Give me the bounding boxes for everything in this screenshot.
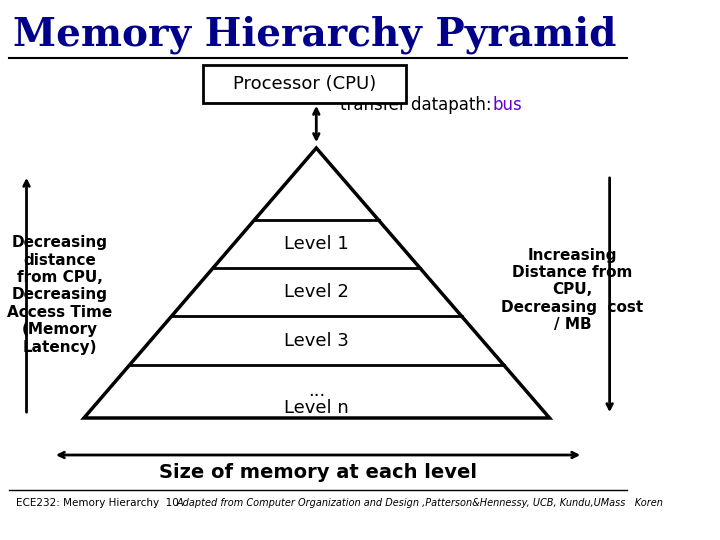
Text: transfer datapath:: transfer datapath: [340, 96, 497, 114]
Text: ECE232: Memory Hierarchy  10: ECE232: Memory Hierarchy 10 [16, 498, 179, 508]
FancyBboxPatch shape [203, 65, 406, 103]
Text: Processor (CPU): Processor (CPU) [233, 75, 377, 93]
Text: Decreasing
distance
from CPU,
Decreasing
Access Time
(Memory
Latency): Decreasing distance from CPU, Decreasing… [7, 235, 113, 355]
Text: Level 1: Level 1 [284, 235, 349, 253]
Text: Level n: Level n [284, 399, 349, 417]
Text: Adapted from Computer Organization and Design ,Patterson&Hennessy, UCB, Kundu,UM: Adapted from Computer Organization and D… [176, 498, 664, 508]
Text: Size of memory at each level: Size of memory at each level [159, 463, 477, 483]
Text: Level 3: Level 3 [284, 332, 349, 349]
Text: bus: bus [492, 96, 522, 114]
Text: Level 2: Level 2 [284, 283, 349, 301]
Text: ...: ... [308, 382, 325, 401]
Text: Memory Hierarchy Pyramid: Memory Hierarchy Pyramid [13, 16, 616, 54]
Text: Increasing
Distance from
CPU,
Decreasing  cost
/ MB: Increasing Distance from CPU, Decreasing… [501, 248, 644, 332]
